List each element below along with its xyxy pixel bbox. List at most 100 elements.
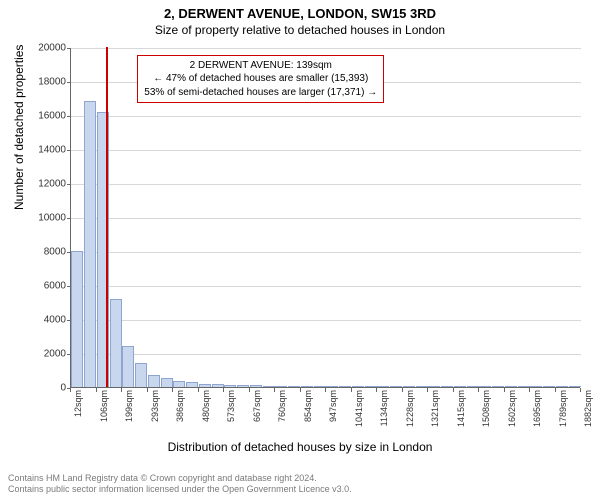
xtick-mark [580, 388, 581, 392]
xtick-label: 1321sqm [430, 390, 440, 427]
ytick-label: 20000 [16, 43, 66, 54]
xtick-mark [555, 388, 556, 392]
annotation-line: 53% of semi-detached houses are larger (… [144, 86, 377, 100]
plot-region: 2 DERWENT AVENUE: 139sqm← 47% of detache… [70, 48, 580, 388]
footer-line1: Contains HM Land Registry data © Crown c… [8, 473, 352, 485]
ytick-label: 2000 [16, 349, 66, 360]
annotation-line: 2 DERWENT AVENUE: 139sqm [144, 59, 377, 73]
ytick-label: 0 [16, 383, 66, 394]
histogram-bar [454, 386, 466, 387]
histogram-bar [543, 386, 555, 387]
xtick-mark [172, 388, 173, 392]
ytick-label: 8000 [16, 247, 66, 258]
histogram-bar [556, 386, 568, 387]
xtick-mark [351, 388, 352, 392]
ytick-mark [67, 82, 71, 83]
ytick-label: 4000 [16, 315, 66, 326]
gridline [71, 320, 581, 321]
gridline [71, 354, 581, 355]
xtick-mark [121, 388, 122, 392]
histogram-bar [161, 378, 173, 387]
histogram-bar [326, 386, 338, 387]
xtick-mark [274, 388, 275, 392]
ytick-mark [67, 150, 71, 151]
histogram-bar [71, 251, 83, 387]
ytick-mark [67, 48, 71, 49]
xtick-label: 760sqm [277, 390, 287, 422]
histogram-bar [301, 386, 313, 387]
xtick-label: 1695sqm [532, 390, 542, 427]
histogram-bar [212, 384, 224, 387]
histogram-bar [403, 386, 415, 387]
xtick-label: 1508sqm [481, 390, 491, 427]
xtick-mark [504, 388, 505, 392]
histogram-bar [518, 386, 530, 387]
xtick-mark [376, 388, 377, 392]
histogram-bar [479, 386, 491, 387]
histogram-bar [237, 385, 249, 387]
annotation-line: ← 47% of detached houses are smaller (15… [144, 72, 377, 86]
histogram-bar [428, 386, 440, 387]
xtick-label: 12sqm [73, 390, 83, 417]
xtick-mark [147, 388, 148, 392]
gridline [71, 218, 581, 219]
xtick-label: 854sqm [303, 390, 313, 422]
histogram-bar [84, 101, 96, 387]
xtick-mark [300, 388, 301, 392]
xtick-mark [529, 388, 530, 392]
xtick-label: 199sqm [124, 390, 134, 422]
xtick-label: 1882sqm [583, 390, 593, 427]
histogram-bar [416, 386, 428, 387]
histogram-bar [339, 386, 351, 387]
histogram-bar [390, 386, 402, 387]
gridline [71, 252, 581, 253]
histogram-bar [224, 385, 236, 387]
histogram-bar [275, 386, 287, 387]
xtick-mark [478, 388, 479, 392]
histogram-bar [186, 382, 198, 387]
histogram-bar [263, 386, 275, 387]
xtick-mark [198, 388, 199, 392]
histogram-bar [365, 386, 377, 387]
histogram-bar [110, 299, 122, 387]
xtick-label: 480sqm [201, 390, 211, 422]
xtick-mark [96, 388, 97, 392]
ytick-label: 14000 [16, 145, 66, 156]
gridline [71, 184, 581, 185]
x-axis-label: Distribution of detached houses by size … [0, 440, 600, 454]
xtick-label: 106sqm [99, 390, 109, 422]
ytick-mark [67, 218, 71, 219]
ytick-label: 12000 [16, 179, 66, 190]
page-title: 2, DERWENT AVENUE, LONDON, SW15 3RD [0, 0, 600, 21]
xtick-mark [402, 388, 403, 392]
xtick-label: 1415sqm [456, 390, 466, 427]
histogram-bar [288, 386, 300, 387]
xtick-label: 1228sqm [405, 390, 415, 427]
histogram-bar [467, 386, 479, 387]
xtick-mark [427, 388, 428, 392]
xtick-label: 573sqm [226, 390, 236, 422]
histogram-bar [377, 386, 389, 387]
xtick-label: 386sqm [175, 390, 185, 422]
histogram-bar [122, 346, 134, 387]
histogram-bar [173, 381, 185, 387]
histogram-bar [250, 385, 262, 387]
histogram-bar [148, 375, 160, 387]
histogram-bar [530, 386, 542, 387]
histogram-bar [135, 363, 147, 387]
xtick-label: 1041sqm [354, 390, 364, 427]
xtick-mark [249, 388, 250, 392]
footer-line2: Contains public sector information licen… [8, 484, 352, 496]
gridline [71, 286, 581, 287]
histogram-bar [441, 386, 453, 387]
xtick-mark [223, 388, 224, 392]
ytick-mark [67, 116, 71, 117]
chart-container: 2, DERWENT AVENUE, LONDON, SW15 3RD Size… [0, 0, 600, 500]
histogram-bar [352, 386, 364, 387]
ytick-label: 6000 [16, 281, 66, 292]
ytick-mark [67, 184, 71, 185]
property-marker-line [106, 47, 108, 387]
gridline [71, 48, 581, 49]
xtick-label: 667sqm [252, 390, 262, 422]
annotation-box: 2 DERWENT AVENUE: 139sqm← 47% of detache… [137, 55, 384, 104]
